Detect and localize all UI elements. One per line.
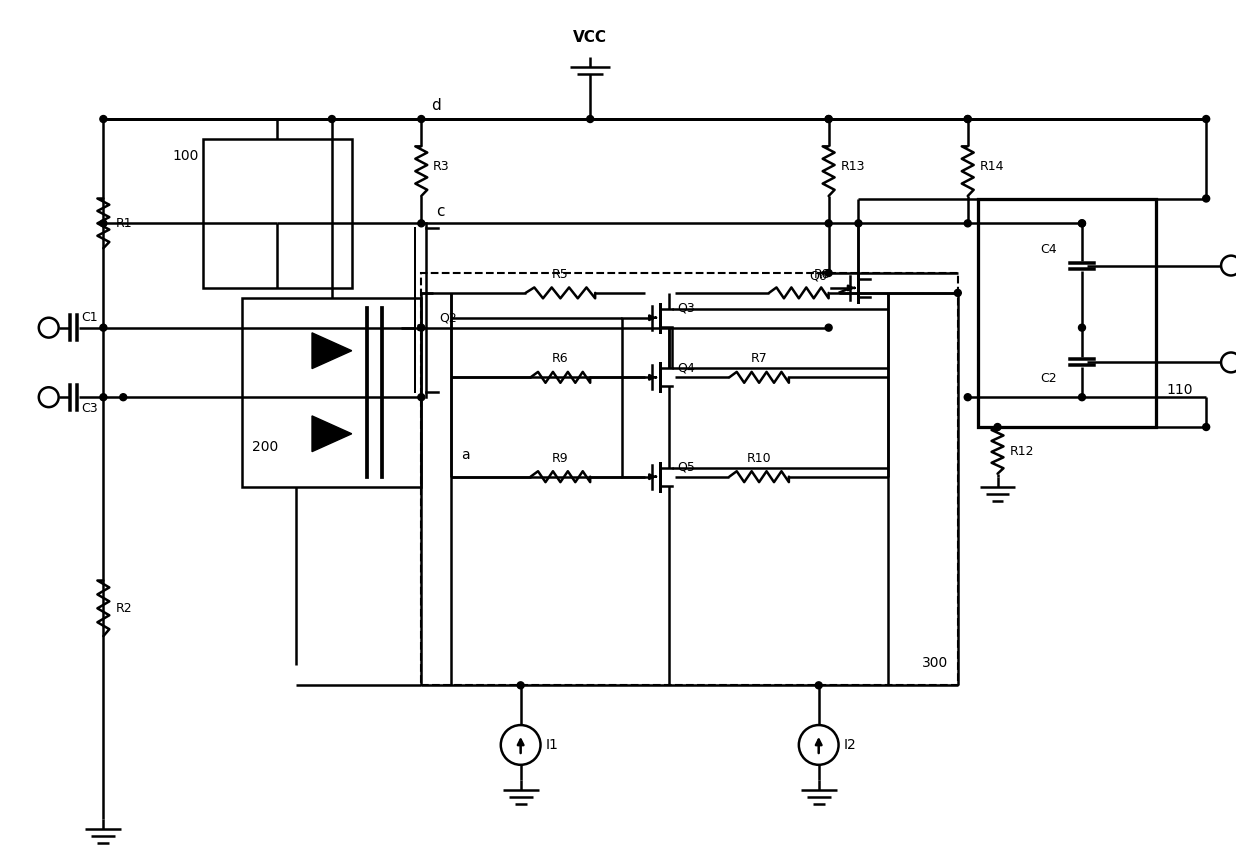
- Text: VCC: VCC: [573, 30, 608, 45]
- Circle shape: [1203, 116, 1210, 123]
- Text: 200: 200: [253, 440, 279, 454]
- Text: Q3: Q3: [677, 302, 696, 315]
- Bar: [422, 273, 957, 686]
- Circle shape: [418, 393, 425, 401]
- Text: Q2: Q2: [439, 312, 456, 325]
- Polygon shape: [312, 416, 352, 452]
- Circle shape: [965, 116, 971, 123]
- Circle shape: [955, 290, 961, 297]
- Circle shape: [1079, 220, 1085, 227]
- Text: 300: 300: [921, 656, 947, 670]
- Circle shape: [1079, 393, 1085, 401]
- Circle shape: [100, 324, 107, 331]
- Text: I2: I2: [843, 738, 857, 752]
- Text: Q5: Q5: [677, 461, 696, 474]
- Text: Q6: Q6: [808, 270, 827, 283]
- Text: R10: R10: [746, 452, 771, 464]
- Text: 100: 100: [172, 149, 200, 163]
- Circle shape: [418, 116, 425, 123]
- Circle shape: [815, 682, 822, 689]
- Text: R7: R7: [750, 352, 768, 365]
- Circle shape: [517, 682, 525, 689]
- Bar: [977, 199, 1157, 427]
- Text: Q4: Q4: [677, 362, 696, 375]
- Text: R13: R13: [841, 159, 866, 173]
- Text: 110: 110: [1167, 383, 1193, 397]
- Circle shape: [1079, 324, 1085, 331]
- Circle shape: [965, 220, 971, 227]
- Circle shape: [587, 116, 594, 123]
- Text: d: d: [432, 98, 441, 113]
- Circle shape: [418, 220, 425, 227]
- Circle shape: [1079, 220, 1085, 227]
- Text: R1: R1: [115, 217, 131, 230]
- Circle shape: [825, 324, 832, 331]
- Text: C4: C4: [1040, 243, 1058, 255]
- Circle shape: [825, 116, 832, 123]
- Text: a: a: [461, 448, 470, 462]
- Circle shape: [100, 116, 107, 123]
- Text: R8: R8: [813, 268, 831, 281]
- Circle shape: [854, 220, 862, 227]
- Circle shape: [965, 116, 971, 123]
- Circle shape: [965, 393, 971, 401]
- Text: C2: C2: [1040, 372, 1058, 386]
- Text: C3: C3: [82, 402, 98, 415]
- Bar: [202, 139, 352, 288]
- Text: R9: R9: [552, 452, 569, 464]
- Circle shape: [994, 423, 1001, 430]
- Text: R6: R6: [552, 352, 569, 365]
- Circle shape: [329, 116, 335, 123]
- Circle shape: [100, 393, 107, 401]
- Text: R2: R2: [115, 602, 131, 614]
- Circle shape: [825, 116, 832, 123]
- Text: I1: I1: [546, 738, 558, 752]
- Text: R3: R3: [433, 159, 450, 173]
- Circle shape: [825, 270, 832, 277]
- Circle shape: [825, 220, 832, 227]
- Polygon shape: [312, 333, 352, 369]
- Circle shape: [120, 393, 126, 401]
- Text: R5: R5: [552, 268, 569, 281]
- Circle shape: [1203, 195, 1210, 202]
- Text: C1: C1: [82, 311, 98, 324]
- Circle shape: [418, 324, 425, 331]
- Circle shape: [1203, 423, 1210, 430]
- Text: R12: R12: [1009, 446, 1034, 458]
- Text: c: c: [436, 204, 445, 219]
- Bar: [243, 298, 422, 487]
- Text: R14: R14: [980, 159, 1004, 173]
- Circle shape: [100, 220, 107, 227]
